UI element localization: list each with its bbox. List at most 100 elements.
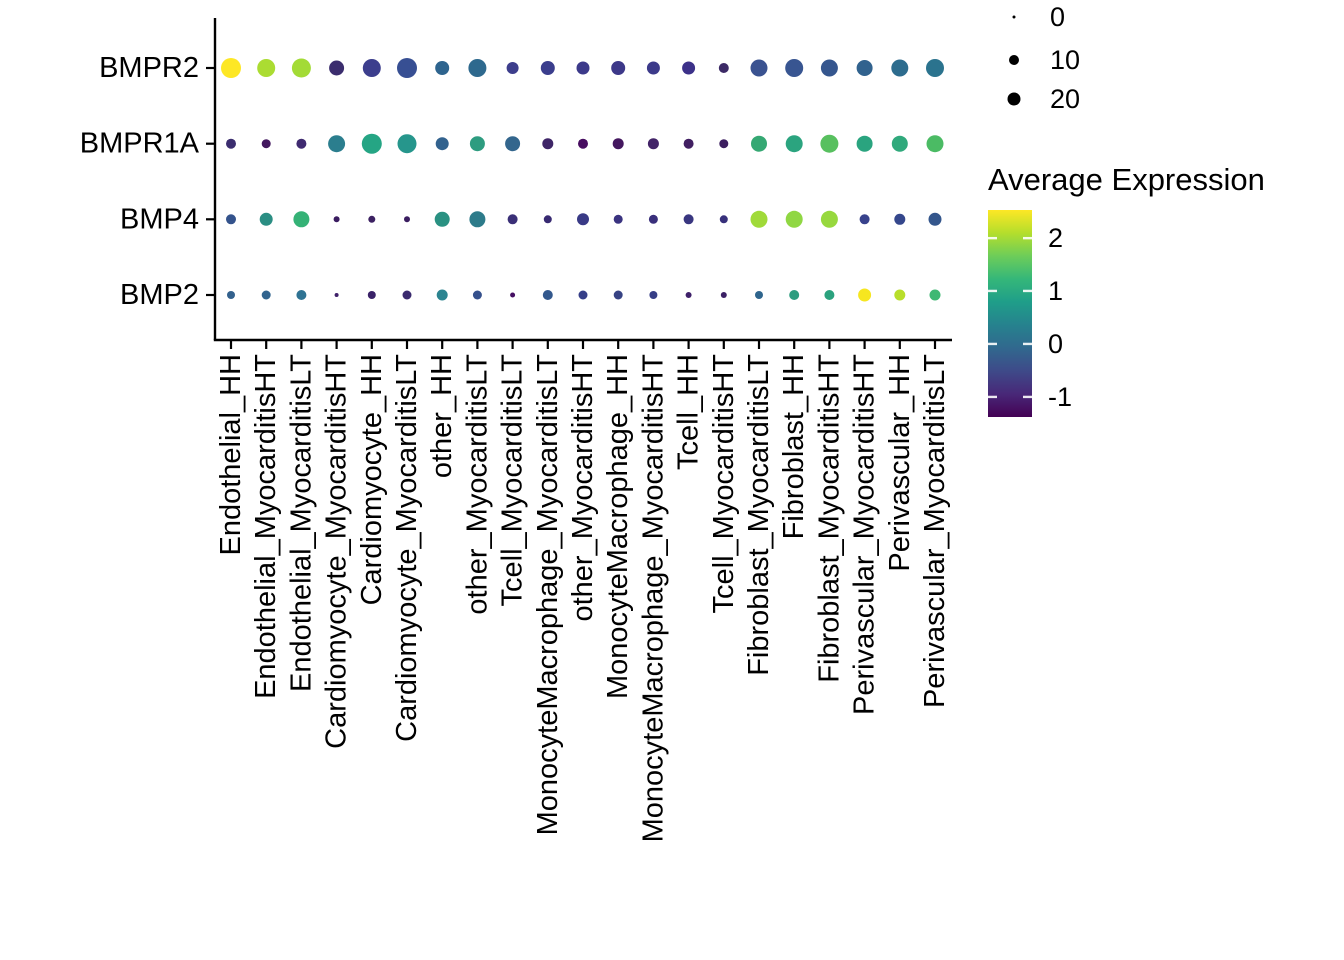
x-axis-label: Tcell_MyocarditisLT (497, 354, 529, 607)
dot-BMP4-Fibroblast_HH (785, 210, 803, 228)
dot-BMPR1A-MonocyteMacrophage_MyocarditisLT (542, 138, 554, 150)
dot-BMP4-other_MyocarditisHT (577, 213, 589, 226)
dot-BMPR1A-other_HH (435, 137, 449, 151)
dot-BMP4-Perivascular_MyocarditisLT (928, 212, 942, 226)
dot-BMPR2-Fibroblast_HH (785, 59, 804, 77)
dot-BMP2-MonocyteMacrophage_MyocarditisHT (649, 291, 658, 299)
dot-BMPR2-Fibroblast_MyocarditisHT (820, 59, 838, 77)
dot-BMPR1A-Endothelial_HH (226, 138, 236, 149)
color-legend-bar (988, 210, 1032, 417)
dot-BMP4-Perivascular_MyocarditisHT (859, 214, 870, 225)
dot-BMP4-Endothelial_HH (226, 214, 236, 225)
x-axis-label: other_HH (426, 354, 458, 478)
dot-BMPR1A-Tcell_HH (683, 138, 694, 149)
color-legend-tick-label: -1 (1048, 382, 1072, 412)
dot-BMP2-Fibroblast_HH (789, 290, 800, 300)
dot-BMP2-Cardiomyocyte_MyocarditisHT (334, 293, 339, 297)
size-legend-label: 0 (1050, 2, 1065, 32)
x-axis-label: Endothelial_MyocarditisLT (285, 354, 317, 692)
dot-BMPR2-Tcell_HH (682, 61, 696, 75)
dot-BMP4-Cardiomyocyte_MyocarditisLT (404, 216, 410, 223)
dot-BMP2-MonocyteMacrophage_HH (613, 290, 623, 300)
dot-BMP2-MonocyteMacrophage_MyocarditisLT (542, 290, 553, 300)
dot-BMP2-other_MyocarditisLT (472, 290, 482, 300)
y-axis-label: BMPR1A (80, 128, 200, 160)
dot-BMP4-Perivascular_HH (894, 213, 906, 225)
x-axis-label: other_MyocarditisHT (567, 354, 599, 622)
x-axis-label: Fibroblast_MyocarditisLT (743, 354, 775, 676)
x-axis-label: Fibroblast_HH (778, 354, 810, 539)
dot-BMP2-Endothelial_MyocarditisLT (296, 290, 307, 300)
dot-BMPR2-other_MyocarditisLT (468, 59, 487, 77)
dot-BMP2-Fibroblast_MyocarditisLT (755, 291, 763, 299)
x-axis-label: Cardiomyocyte_MyocarditisHT (321, 354, 353, 749)
dot-BMPR2-other_MyocarditisHT (576, 61, 590, 75)
dot-BMP4-Fibroblast_MyocarditisLT (750, 210, 768, 228)
dot-BMP4-Cardiomyocyte_MyocarditisHT (333, 216, 340, 223)
dot-BMPR1A-Endothelial_MyocarditisLT (296, 138, 307, 149)
dot-BMP4-Tcell_MyocarditisHT (719, 215, 728, 224)
size-legend-label: 20 (1050, 84, 1080, 114)
x-axis-label: MonocyteMacrophage_MyocarditisLT (532, 354, 564, 836)
dot-BMPR2-Tcell_MyocarditisHT (718, 63, 729, 73)
dot-BMPR1A-MonocyteMacrophage_MyocarditisHT (647, 138, 659, 150)
dot-BMP2-Perivascular_MyocarditisLT (929, 289, 941, 301)
y-axis-label: BMP2 (120, 279, 199, 311)
y-axis-label: BMPR2 (99, 52, 199, 84)
dot-BMPR1A-Cardiomyocyte_HH (361, 133, 382, 154)
dot-BMPR1A-Tcell_MyocarditisHT (719, 139, 729, 149)
x-axis-label: Perivascular_MyocarditisLT (919, 354, 951, 708)
color-legend-tick-label: 2 (1048, 223, 1063, 253)
dot-BMPR1A-Endothelial_MyocarditisHT (261, 139, 271, 149)
dot-BMP2-Perivascular_MyocarditisHT (858, 288, 872, 302)
dot-BMPR2-other_HH (435, 61, 450, 75)
x-axis-label: MonocyteMacrophage_MyocarditisHT (637, 354, 669, 843)
dot-BMPR2-Cardiomyocyte_HH (362, 59, 381, 77)
dot-BMPR2-Perivascular_MyocarditisLT (926, 59, 944, 77)
dot-BMPR1A-MonocyteMacrophage_HH (612, 138, 624, 150)
dot-BMP2-Fibroblast_MyocarditisHT (824, 290, 835, 300)
dot-BMP2-Tcell_HH (685, 292, 692, 298)
dot-BMP4-MonocyteMacrophage_HH (613, 214, 623, 224)
dot-BMPR2-Perivascular_MyocarditisHT (856, 60, 873, 76)
dot-BMP4-other_MyocarditisLT (469, 211, 486, 228)
dot-BMP4-Cardiomyocyte_HH (368, 215, 376, 223)
color-legend-tick-label: 1 (1048, 276, 1063, 306)
dot-BMPR2-Endothelial_MyocarditisHT (257, 59, 276, 77)
dot-BMPR2-Endothelial_MyocarditisLT (291, 58, 311, 78)
x-axis-label: Endothelial_MyocarditisHT (250, 354, 282, 699)
dot-BMPR1A-Cardiomyocyte_MyocarditisLT (397, 134, 417, 154)
dot-BMP2-Tcell_MyocarditisLT (510, 292, 516, 298)
dot-BMP4-Fibroblast_MyocarditisHT (820, 210, 838, 228)
x-axis-label: Tcell_HH (673, 354, 705, 470)
dot-BMP2-Cardiomyocyte_HH (367, 291, 376, 299)
dot-BMP2-Endothelial_MyocarditisHT (261, 290, 271, 300)
dot-BMP4-Endothelial_MyocarditisHT (259, 212, 273, 226)
x-axis-label: Cardiomyocyte_HH (356, 354, 388, 605)
dot-BMPR2-Endothelial_HH (221, 58, 241, 78)
dot-BMP4-MonocyteMacrophage_MyocarditisHT (648, 214, 658, 224)
dot-BMP2-Perivascular_HH (894, 289, 906, 301)
color-legend-tick-label: 0 (1048, 329, 1063, 359)
dot-BMPR1A-Fibroblast_MyocarditisLT (751, 135, 767, 152)
dot-BMP2-other_HH (436, 289, 448, 301)
dot-BMPR1A-Perivascular_MyocarditisLT (926, 135, 944, 153)
x-axis-label: MonocyteMacrophage_HH (602, 354, 634, 699)
dot-BMP2-Cardiomyocyte_MyocarditisLT (402, 290, 412, 300)
dot-BMPR1A-Fibroblast_HH (785, 135, 803, 153)
dot-BMPR2-Fibroblast_MyocarditisLT (750, 59, 768, 77)
size-legend-dot (1012, 15, 1016, 19)
dot-BMP4-Tcell_MyocarditisLT (507, 214, 518, 225)
size-legend-dot (1009, 55, 1019, 65)
dot-BMPR1A-Perivascular_HH (891, 135, 908, 152)
dot-BMPR2-MonocyteMacrophage_MyocarditisLT (540, 61, 555, 75)
dot-BMPR2-Cardiomyocyte_MyocarditisHT (329, 60, 345, 76)
x-axis-label: Cardiomyocyte_MyocarditisLT (391, 354, 423, 742)
dot-BMP4-MonocyteMacrophage_MyocarditisLT (543, 215, 552, 224)
dot-BMPR1A-Tcell_MyocarditisLT (505, 136, 521, 152)
color-legend-title: Average Expression (988, 162, 1265, 197)
dot-BMPR2-Perivascular_HH (891, 59, 909, 77)
x-axis-label: Endothelial_HH (215, 354, 247, 556)
dot-BMPR1A-Fibroblast_MyocarditisHT (820, 134, 839, 153)
